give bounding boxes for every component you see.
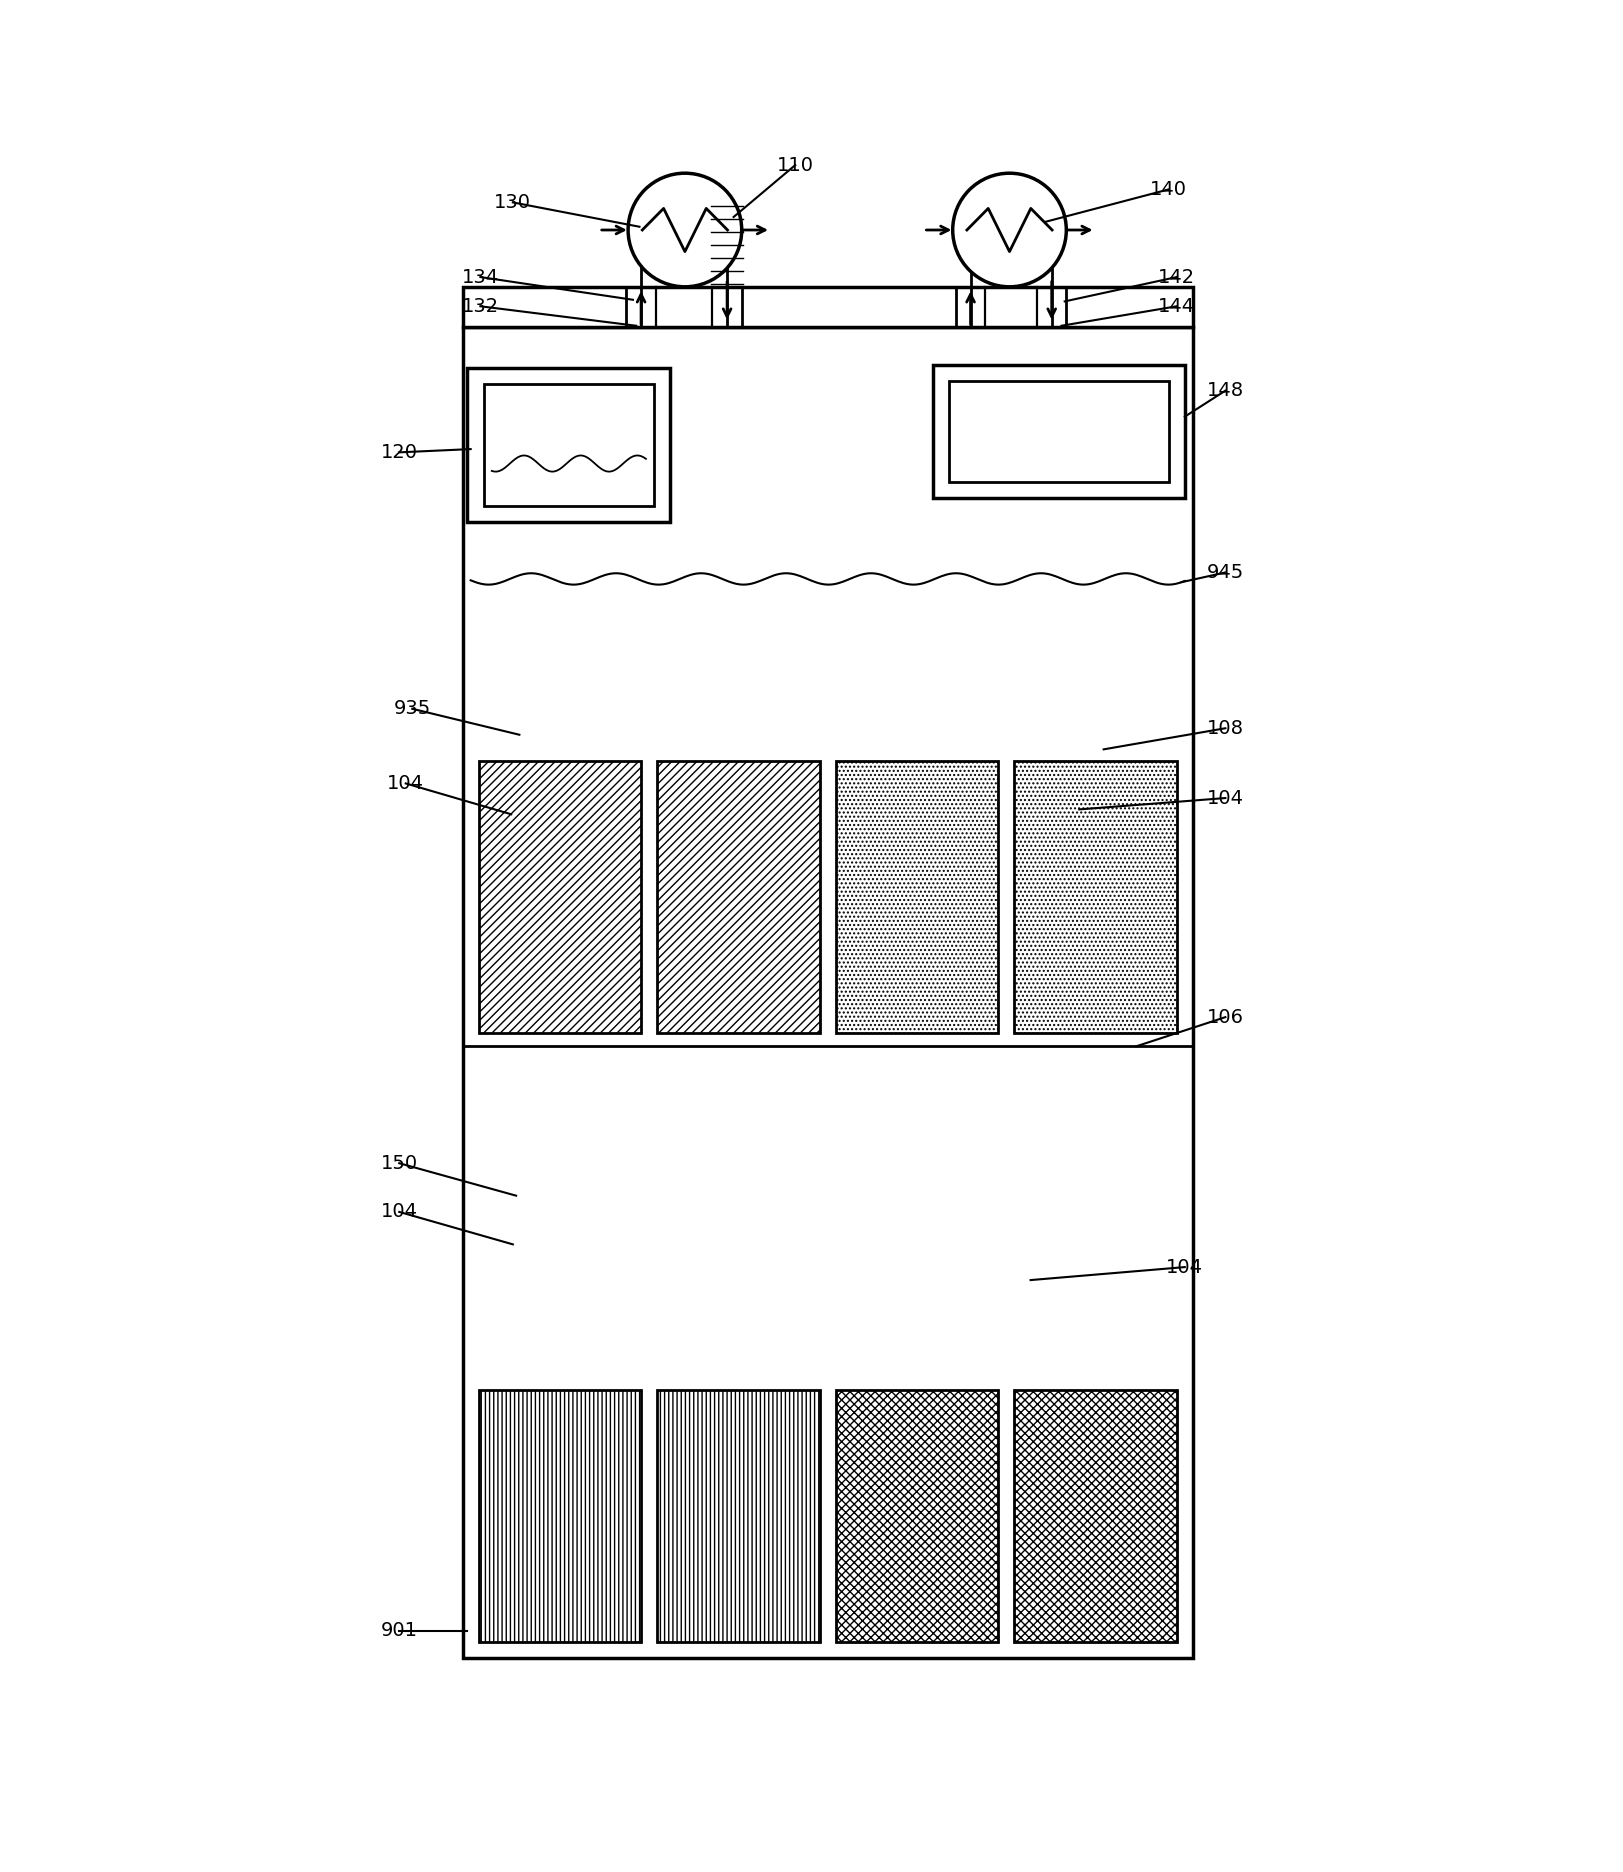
Bar [657,760,820,1033]
Bar [479,1391,641,1642]
Text: 134: 134 [463,268,498,286]
Text: 108: 108 [1208,719,1243,738]
Bar [836,1391,998,1642]
Text: 104: 104 [1167,1258,1203,1277]
Bar [484,384,654,505]
Bar [463,328,1193,1659]
Text: 120: 120 [381,444,417,462]
Bar [479,760,641,1033]
Bar [1014,760,1177,1033]
Text: 148: 148 [1208,382,1243,401]
Text: 935: 935 [394,700,430,719]
Bar [1014,1391,1177,1642]
Text: 104: 104 [381,1202,417,1221]
Text: 140: 140 [1151,180,1186,198]
Circle shape [628,174,742,286]
Bar [467,369,670,522]
Text: 104: 104 [388,773,424,794]
Text: 106: 106 [1208,1007,1243,1026]
Text: 130: 130 [495,193,531,212]
Bar [657,1391,820,1642]
Circle shape [953,174,1066,286]
Text: 132: 132 [463,298,498,316]
Text: 901: 901 [381,1621,417,1640]
Text: 150: 150 [381,1153,417,1172]
Bar [836,760,998,1033]
Text: 104: 104 [1208,788,1243,807]
Bar [463,286,1193,328]
Text: 144: 144 [1159,298,1195,316]
Bar [949,380,1169,481]
Text: 110: 110 [777,155,813,174]
Bar [933,365,1185,498]
Text: 945: 945 [1208,563,1243,582]
Text: 142: 142 [1159,268,1195,286]
